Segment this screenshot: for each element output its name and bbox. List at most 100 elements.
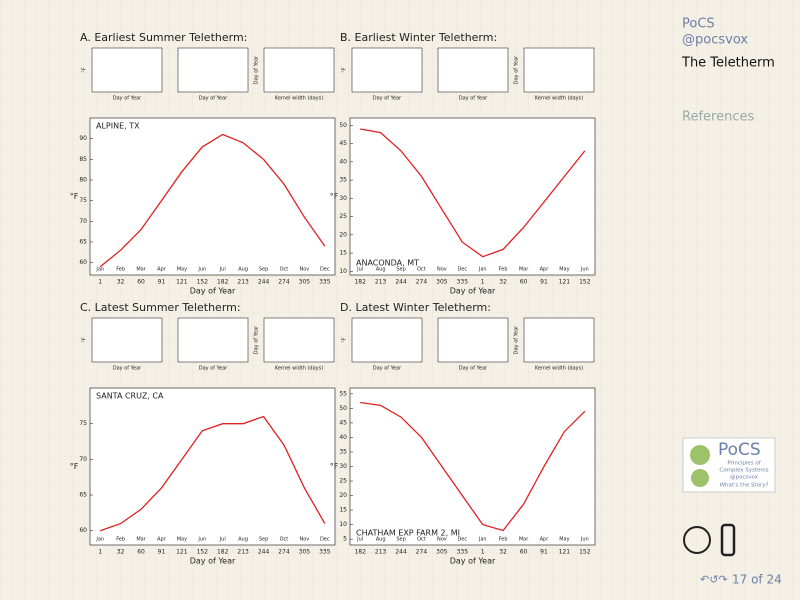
x-axis-label: Day of Year xyxy=(190,287,236,296)
y-tick-label: 70 xyxy=(79,218,87,225)
month-label: Jul xyxy=(356,267,363,273)
month-label: Jun xyxy=(580,267,589,273)
x-tick-label: 32 xyxy=(499,549,507,556)
month-label: Mar xyxy=(519,537,529,543)
x-tick-label: 121 xyxy=(176,549,188,556)
inset-frame xyxy=(91,317,163,363)
x-tick-label: 60 xyxy=(520,279,528,286)
inset-y-label: Day of Year xyxy=(254,55,260,84)
logo-line: Complex Systems xyxy=(719,468,768,474)
inset-y-label: °F xyxy=(342,337,348,343)
y-tick-label: 45 xyxy=(339,140,347,147)
inset-frame xyxy=(351,317,423,363)
x-tick-label: 91 xyxy=(158,549,166,556)
month-label: Feb xyxy=(116,267,125,273)
month-label: Feb xyxy=(499,267,508,273)
y-axis-label: °F xyxy=(70,462,79,471)
y-tick-label: 80 xyxy=(79,176,87,183)
inset-x-label: Day of Year xyxy=(199,366,228,372)
x-tick-label: 244 xyxy=(395,549,407,556)
x-tick-label: 274 xyxy=(278,279,290,286)
x-tick-label: 244 xyxy=(258,279,270,286)
logo-line: Principles of xyxy=(727,461,761,467)
y-tick-label: 65 xyxy=(79,492,87,499)
month-label: Jul xyxy=(219,267,226,273)
temperature-curve xyxy=(99,415,326,532)
month-label: Nov xyxy=(437,537,447,543)
x-tick-label: 1 xyxy=(481,279,485,286)
sidebar-section[interactable]: The Teletherm xyxy=(681,56,775,71)
location-label: ANACONDA, MT xyxy=(356,259,419,268)
temperature-curve xyxy=(99,133,326,268)
month-label: Apr xyxy=(157,267,167,273)
month-label: Jan xyxy=(478,267,487,273)
x-tick-label: 182 xyxy=(217,549,229,556)
inset-x-label: Kernel width (days) xyxy=(275,96,323,102)
month-label: May xyxy=(177,537,187,543)
x-tick-label: 91 xyxy=(158,279,166,286)
temperature-curve xyxy=(360,401,586,532)
x-tick-label: 121 xyxy=(559,279,571,286)
inset-x-label: Kernel width (days) xyxy=(535,96,583,102)
inset-x-label: Day of Year xyxy=(373,96,402,102)
plot-frame xyxy=(349,117,596,276)
month-label: Aug xyxy=(238,537,248,543)
sidebar-header: PoCS xyxy=(682,17,715,32)
month-label: May xyxy=(177,267,187,273)
month-label: Sep xyxy=(396,537,405,543)
x-tick-label: 121 xyxy=(559,549,571,556)
month-label: Jul xyxy=(356,537,363,543)
month-label: Dec xyxy=(320,267,330,273)
inset-x-label: Day of Year xyxy=(459,366,488,372)
y-tick-label: 85 xyxy=(79,156,87,163)
month-label: Nov xyxy=(299,537,309,543)
y-tick-label: 25 xyxy=(339,478,347,485)
temperature-curve xyxy=(360,128,586,258)
x-tick-label: 32 xyxy=(499,279,507,286)
month-label: Jul xyxy=(219,537,226,543)
month-label: Oct xyxy=(417,267,426,273)
inset-frame xyxy=(91,47,163,93)
x-tick-label: 305 xyxy=(436,279,448,286)
logo-title: PoCS xyxy=(718,440,761,460)
month-label: Jun xyxy=(580,537,589,543)
y-axis-label: °F xyxy=(330,462,339,471)
month-label: Oct xyxy=(280,537,289,543)
inset-x-label: Day of Year xyxy=(373,366,402,372)
month-label: Sep xyxy=(259,537,268,543)
month-label: May xyxy=(559,267,569,273)
location-label: CHATHAM EXP FARM 2, MI xyxy=(356,529,460,538)
x-tick-label: 335 xyxy=(319,279,331,286)
x-tick-label: 182 xyxy=(217,279,229,286)
month-label: Apr xyxy=(157,537,167,543)
month-label: May xyxy=(559,537,569,543)
y-tick-label: 25 xyxy=(339,213,347,220)
x-tick-label: 60 xyxy=(137,279,145,286)
x-tick-label: 335 xyxy=(457,549,469,556)
logo-fish xyxy=(690,445,710,465)
plot-frame xyxy=(89,117,336,276)
y-axis-label: °F xyxy=(70,192,79,201)
inset-y-label: Day of Year xyxy=(514,325,520,354)
month-label: Oct xyxy=(280,267,289,273)
y-tick-label: 60 xyxy=(79,259,87,266)
month-label: Apr xyxy=(540,537,550,543)
vermont-logo xyxy=(720,523,736,557)
x-tick-label: 182 xyxy=(354,279,366,286)
inset-x-label: Day of Year xyxy=(199,96,228,102)
month-label: Dec xyxy=(457,537,467,543)
y-tick-label: 40 xyxy=(339,158,347,165)
nav-icons[interactable]: ↶↺↷ xyxy=(700,573,728,586)
plot-frame xyxy=(89,387,336,546)
x-tick-label: 213 xyxy=(375,279,387,286)
sidebar-references[interactable]: References xyxy=(682,110,754,125)
y-tick-label: 55 xyxy=(339,390,347,397)
inset-x-label: Day of Year xyxy=(113,96,142,102)
inset-frame xyxy=(263,317,335,363)
y-tick-label: 60 xyxy=(79,527,87,534)
x-tick-label: 274 xyxy=(416,279,428,286)
x-tick-label: 213 xyxy=(237,279,249,286)
location-label: SANTA CRUZ, CA xyxy=(96,392,164,401)
month-label: Mar xyxy=(519,267,529,273)
month-label: Feb xyxy=(499,537,508,543)
